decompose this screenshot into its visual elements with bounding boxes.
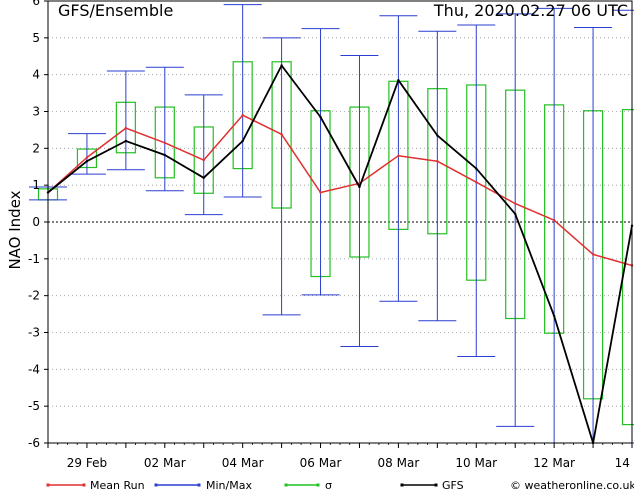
x-ticks: 29 Feb 02 Mar 04 Mar 06 Mar 08 Mar 10 Mar 12 M… (47, 443, 633, 470)
legend-mean-label: Mean Run (90, 479, 145, 490)
mean-run-point (124, 126, 128, 130)
x-tick-label: 08 Mar (378, 456, 420, 470)
legend-mean: Mean Run (46, 479, 145, 490)
x-tick-label: 10 Mar (455, 456, 497, 470)
min-max-whiskers (29, 4, 634, 444)
y-axis-label: NAO Index (6, 190, 24, 269)
x-tick-label: 14 (615, 456, 630, 470)
legend-gfs: GFS (400, 479, 464, 490)
gfs-point (202, 176, 205, 179)
legend-mean-marker-b (82, 483, 86, 487)
y-tick-label: 0 (32, 215, 40, 229)
gfs-point (319, 115, 322, 119)
gfs-point (280, 64, 283, 67)
y-tick-label: 2 (32, 141, 40, 155)
x-tick-label: 12 Mar (533, 456, 575, 470)
y-tick-label: -2 (28, 289, 40, 303)
mean-run-point (280, 133, 283, 136)
legend-gfs-marker-a (400, 483, 404, 487)
gfs-point (358, 185, 361, 189)
legend-gfs-marker-b (434, 483, 438, 487)
legend-minmax-label: Min/Max (206, 479, 252, 490)
gfs-point (514, 212, 517, 216)
legend-minmax: Min/Max (154, 479, 252, 490)
gfs-point (241, 139, 244, 143)
gfs-line (47, 64, 633, 444)
y-tick-label: -5 (28, 399, 40, 413)
gfs-point (552, 314, 556, 318)
y-tick-label: 4 (32, 68, 40, 82)
y-tick-label: 6 (32, 0, 40, 8)
legend-minmax-marker-b (197, 483, 201, 487)
x-tick-label: 29 Feb (67, 456, 107, 470)
mean-run-point (241, 113, 244, 117)
legend-sigma-label: σ (325, 479, 332, 490)
mean-run-point (319, 191, 322, 194)
y-tick-label: 1 (32, 178, 40, 192)
series-lines (46, 64, 634, 445)
gfs-point (475, 167, 478, 170)
legend-mean-marker-a (46, 483, 50, 487)
mean-run-point (163, 141, 166, 145)
gfs-point (436, 134, 439, 137)
legend-minmax-marker-a (154, 483, 158, 487)
y-tick-label: 5 (32, 31, 40, 45)
run-time: Thu, 2020.02.27 06 UTC (433, 1, 628, 20)
y-tick-label: 3 (32, 105, 40, 119)
legend-sigma-marker-b (316, 483, 320, 487)
legend-gfs-label: GFS (442, 479, 464, 490)
credit-text: © weatheronline.co.uk (510, 479, 634, 490)
y-ticks: -6 -5 -4 -3 -2 -1 0 1 2 3 4 5 6 (28, 0, 48, 450)
legend: Mean Run Min/Max σ GFS © weatheronline.c… (46, 479, 634, 490)
mean-run-point (436, 160, 439, 163)
y-tick-label: -3 (28, 326, 40, 340)
mean-run-point (85, 156, 89, 159)
chart-title: GFS/Ensemble (58, 1, 173, 20)
mean-run-point (475, 181, 478, 184)
legend-sigma-marker-a (284, 483, 288, 487)
gfs-point (124, 139, 128, 143)
x-tick-label: 06 Mar (300, 456, 342, 470)
x-tick-label: 04 Mar (222, 456, 264, 470)
y-tick-label: -4 (28, 362, 40, 376)
y-tick-label: -6 (28, 436, 40, 450)
gfs-point (85, 160, 89, 163)
y-tick-label: -1 (28, 252, 40, 266)
legend-sigma: σ (284, 479, 332, 490)
gfs-point (397, 78, 400, 82)
mean-run-line (47, 114, 633, 267)
gfs-point (163, 153, 166, 157)
mean-run-point (514, 202, 517, 205)
mean-run-point (552, 218, 556, 222)
x-tick-label: 02 Mar (144, 456, 186, 470)
mean-run-point (397, 154, 400, 157)
mean-run-point (591, 253, 595, 256)
mean-run-point (202, 158, 205, 162)
